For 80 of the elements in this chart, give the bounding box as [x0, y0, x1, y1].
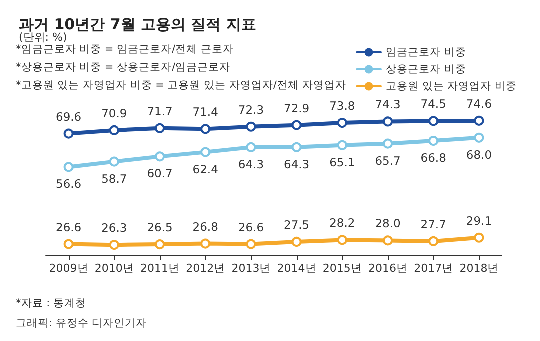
- legend-label: 상용근로자 비중: [386, 64, 466, 76]
- data-label: 26.3: [102, 221, 128, 236]
- x-tick-label: 2011년: [140, 262, 180, 275]
- point: [64, 162, 74, 172]
- data-label: 74.3: [375, 98, 401, 112]
- data-label: 28.2: [330, 216, 356, 230]
- data-label: 27.5: [284, 218, 310, 232]
- data-label: 27.7: [420, 217, 446, 232]
- chart-subtitle: (단위: %): [19, 31, 68, 44]
- text: *고용원 있는 자영업자 비중 = 고용원 있는 자영업자/전체 자영업자: [16, 80, 346, 92]
- data-label: 56.6: [56, 177, 82, 192]
- point: [155, 152, 165, 162]
- point: [246, 239, 256, 250]
- point: [109, 125, 120, 136]
- data-label: 74.5: [420, 97, 446, 112]
- text: *임금근로자 비중 = 임금근로자/전체 근로자: [16, 44, 234, 56]
- data-label: 62.4: [192, 162, 218, 176]
- legend-label: 고용원 있는 자영업자 비중: [386, 80, 518, 92]
- data-label: 73.8: [330, 99, 356, 114]
- data-label: 58.7: [102, 172, 128, 186]
- x-tick-label: 2014년: [277, 262, 316, 275]
- point: [246, 122, 256, 132]
- point: [337, 118, 348, 128]
- point: [292, 142, 302, 152]
- point: [428, 116, 439, 126]
- data-label: 72.3: [238, 102, 264, 117]
- legend-label: 임금근로자 비중: [386, 46, 466, 58]
- point: [155, 240, 165, 250]
- point: [337, 140, 348, 150]
- point: [200, 238, 211, 249]
- text: *자료 : 통계청: [16, 298, 86, 310]
- data-label: 64.3: [284, 157, 310, 172]
- point: [474, 116, 484, 126]
- data-label: 68.0: [466, 148, 492, 162]
- text: 그래픽: 유정수 디자인기자: [16, 318, 148, 330]
- chart-title: 과거 10년간 7월 고용의 질적 지표: [19, 16, 256, 34]
- point: [200, 147, 211, 158]
- point: [474, 132, 484, 143]
- x-tick-label: 2016년: [368, 262, 408, 275]
- x-tick-label: 2012년: [186, 262, 226, 275]
- point: [292, 120, 302, 130]
- point: [292, 236, 302, 247]
- point: [246, 142, 256, 152]
- data-label: 71.4: [192, 105, 218, 120]
- x-tick-label: 2009년: [49, 262, 88, 275]
- x-tick-label: 2017년: [414, 262, 454, 275]
- data-label: 66.8: [420, 151, 446, 166]
- data-label: 74.6: [466, 96, 492, 111]
- point: [200, 124, 211, 134]
- point: [428, 136, 439, 146]
- x-tick-label: 2013년: [232, 262, 271, 275]
- data-label: 60.7: [147, 166, 173, 181]
- data-label: 70.9: [102, 106, 128, 120]
- point: [109, 156, 120, 167]
- point: [474, 232, 484, 243]
- x-tick-label: 2018년: [460, 262, 499, 275]
- data-label: 26.8: [192, 220, 218, 234]
- data-label: 64.3: [238, 157, 264, 172]
- data-label: 28.0: [375, 216, 401, 231]
- x-tick-label: 2015년: [322, 262, 362, 275]
- data-label: 26.6: [56, 220, 82, 234]
- x-tick-label: 2010년: [94, 262, 134, 275]
- data-label: 65.1: [330, 155, 356, 170]
- point: [155, 123, 165, 134]
- point: [383, 116, 393, 127]
- data-label: 26.6: [238, 220, 264, 234]
- point: [428, 236, 439, 246]
- data-label: 29.1: [466, 214, 492, 228]
- point: [383, 236, 393, 246]
- point: [109, 240, 120, 250]
- data-label: 71.7: [147, 104, 173, 118]
- point: [64, 128, 74, 139]
- point: [383, 138, 393, 149]
- data-label: 69.6: [56, 110, 82, 124]
- data-label: 65.7: [375, 154, 401, 168]
- point: [337, 235, 348, 246]
- data-label: 72.9: [284, 101, 310, 116]
- point: [64, 239, 74, 250]
- text: *상용근로자 비중 = 상용근로자/임금근로자: [16, 62, 231, 74]
- data-label: 26.5: [147, 220, 173, 235]
